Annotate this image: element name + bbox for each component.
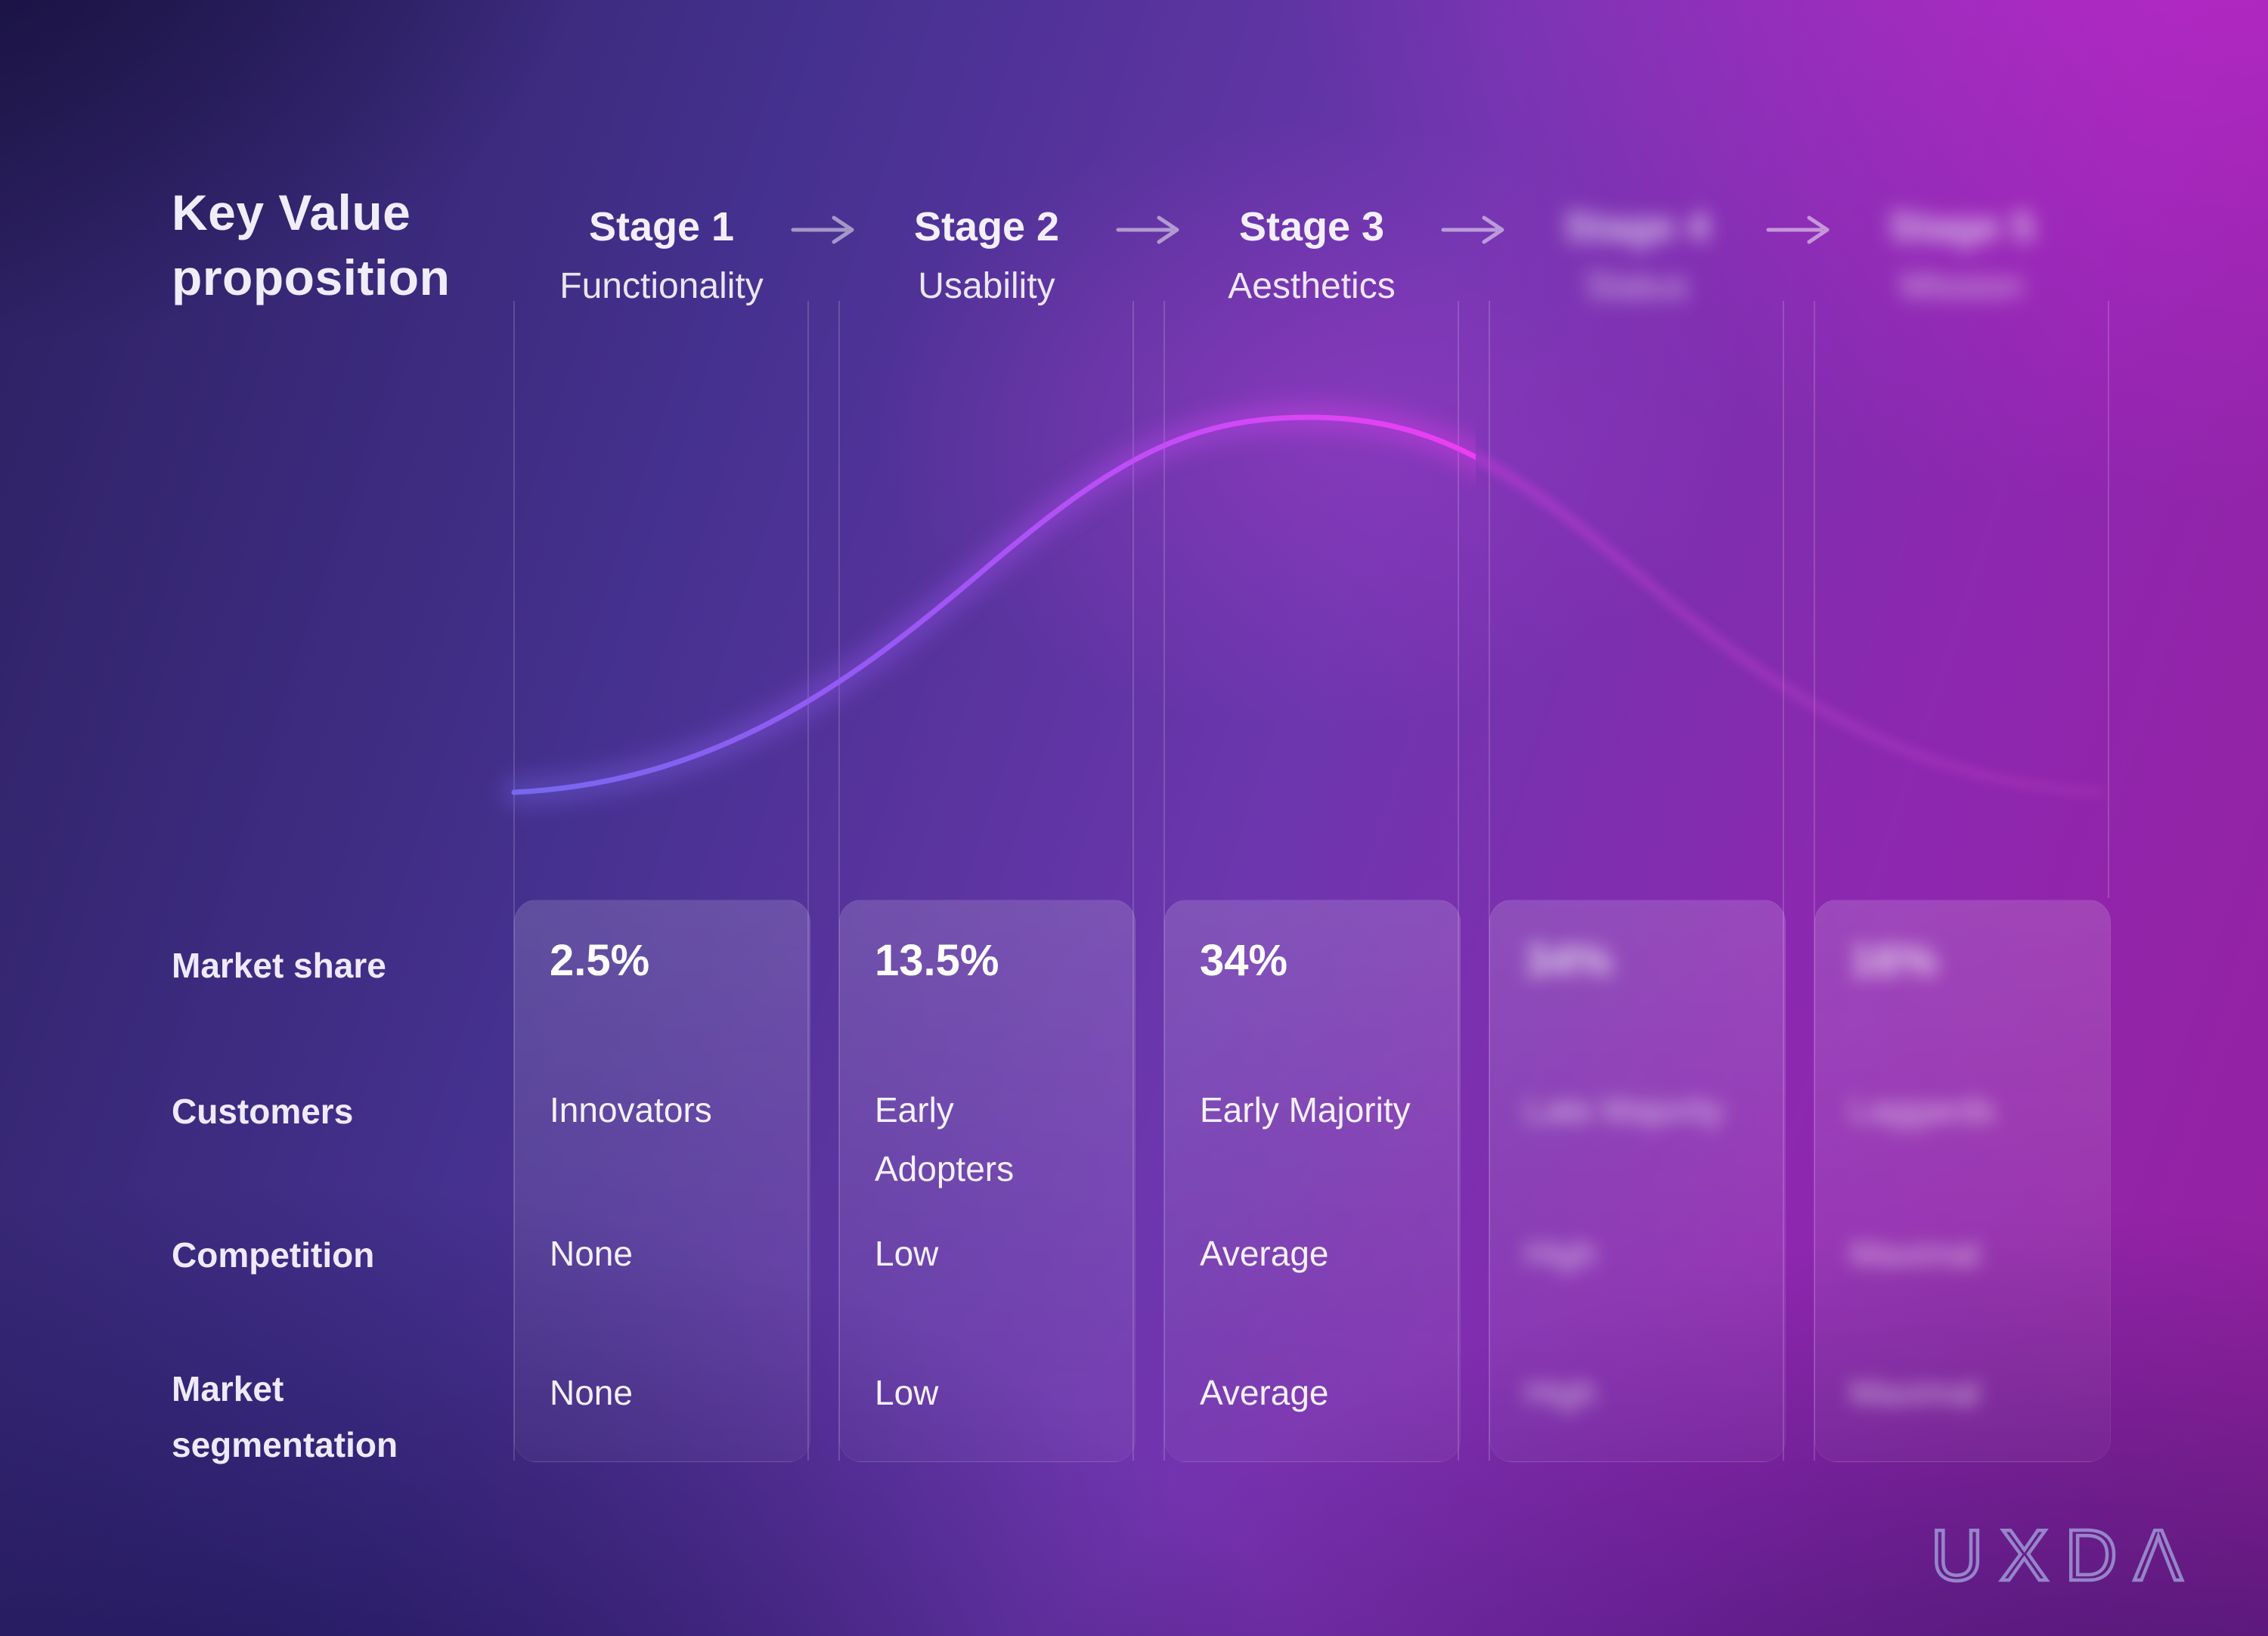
competition-value: Average	[1200, 1234, 1329, 1273]
curve-sharp-segment	[503, 405, 1476, 804]
arrow-right-icon	[1441, 215, 1504, 244]
stage-card-4: 34% Late Majority High High	[1489, 900, 1786, 1462]
competition-value: None	[550, 1234, 633, 1273]
market-segmentation-value: Average	[1200, 1373, 1329, 1412]
arrow-right-icon	[1766, 215, 1830, 244]
market-segmentation-value: None	[550, 1373, 633, 1412]
market-segmentation-value: Maximal	[1850, 1373, 1980, 1412]
market-segmentation-value: Low	[875, 1373, 939, 1412]
arrow-right-icon	[791, 215, 854, 244]
stage-card-5: 16% Laggards Maximal Maximal	[1814, 900, 2111, 1462]
stage-gridline	[1783, 301, 1784, 1461]
row-label-competition: Competition	[172, 1235, 375, 1275]
uxda-logo-text: UXDΛ	[1931, 1515, 2199, 1596]
stage-card-3: 34% Early Majority Average Average	[1164, 900, 1461, 1462]
row-label-market-segmentation: Market segmentation	[172, 1369, 398, 1464]
curve-blurred-segment	[1476, 454, 2105, 795]
stage-name: Stage 5	[1888, 204, 2035, 249]
stage-focus: Aesthetics	[1228, 266, 1396, 306]
stage-header-3: Stage 3 Aesthetics	[1164, 203, 1459, 308]
stage-card-2: 13.5% Early Adopters Low Low	[839, 900, 1136, 1462]
page-title-line1: Key Value	[172, 184, 411, 240]
market-share-value: 2.5%	[550, 936, 650, 985]
customers-value: Laggards	[1850, 1090, 1995, 1129]
stage-focus: Mission	[1900, 266, 2024, 306]
stage-card-1: 2.5% Innovators None None	[514, 900, 810, 1462]
stage-header-4: Stage 4 Status	[1489, 203, 1784, 308]
customers-value: Innovators	[550, 1090, 712, 1129]
customers-value: Early Adopters	[875, 1090, 1015, 1188]
stage-name: Stage 2	[913, 204, 1060, 249]
stage-gridline	[838, 301, 840, 1461]
arrow-right-icon	[1116, 215, 1179, 244]
market-share-value: 34%	[1525, 936, 1613, 985]
market-share-value: 13.5%	[875, 936, 999, 985]
stage-gridline	[1163, 301, 1165, 1461]
stage-gridline	[513, 301, 515, 1461]
market-segmentation-value: High	[1525, 1373, 1597, 1412]
stage-gridline	[1489, 301, 1490, 1461]
customers-value: Early Majority	[1200, 1090, 1411, 1129]
stage-name: Stage 4	[1563, 204, 1710, 249]
competition-value: Low	[875, 1234, 939, 1273]
page-title-line2: proposition	[172, 249, 451, 305]
page-title: Key Value proposition	[172, 180, 595, 310]
row-label-market-share: Market share	[172, 946, 386, 985]
market-share-value: 34%	[1200, 936, 1288, 985]
uxda-logo: UXDΛ	[1929, 1514, 2199, 1597]
stage-header-1: Stage 1 Functionality	[514, 203, 809, 308]
stage-gridline	[2108, 301, 2109, 898]
stage-focus: Status	[1585, 266, 1689, 306]
stage-header-2: Stage 2 Usability	[839, 203, 1134, 308]
row-label-customers: Customers	[172, 1092, 354, 1131]
stage-focus: Usability	[918, 266, 1055, 306]
stage-focus: Functionality	[559, 266, 764, 306]
market-share-value: 16%	[1850, 936, 1938, 985]
stage-name: Stage 1	[588, 204, 735, 249]
stage-gridline	[1458, 301, 1459, 1461]
stage-name: Stage 3	[1238, 204, 1385, 249]
stage-header-5: Stage 5 Mission	[1814, 203, 2109, 308]
competition-value: Maximal	[1850, 1234, 1980, 1273]
stage-gridline	[1814, 301, 1815, 1461]
stage-gridline	[1132, 301, 1134, 1461]
stage-gridline	[807, 301, 809, 1461]
competition-value: High	[1525, 1234, 1597, 1273]
customers-value: Late Majority	[1525, 1090, 1724, 1129]
